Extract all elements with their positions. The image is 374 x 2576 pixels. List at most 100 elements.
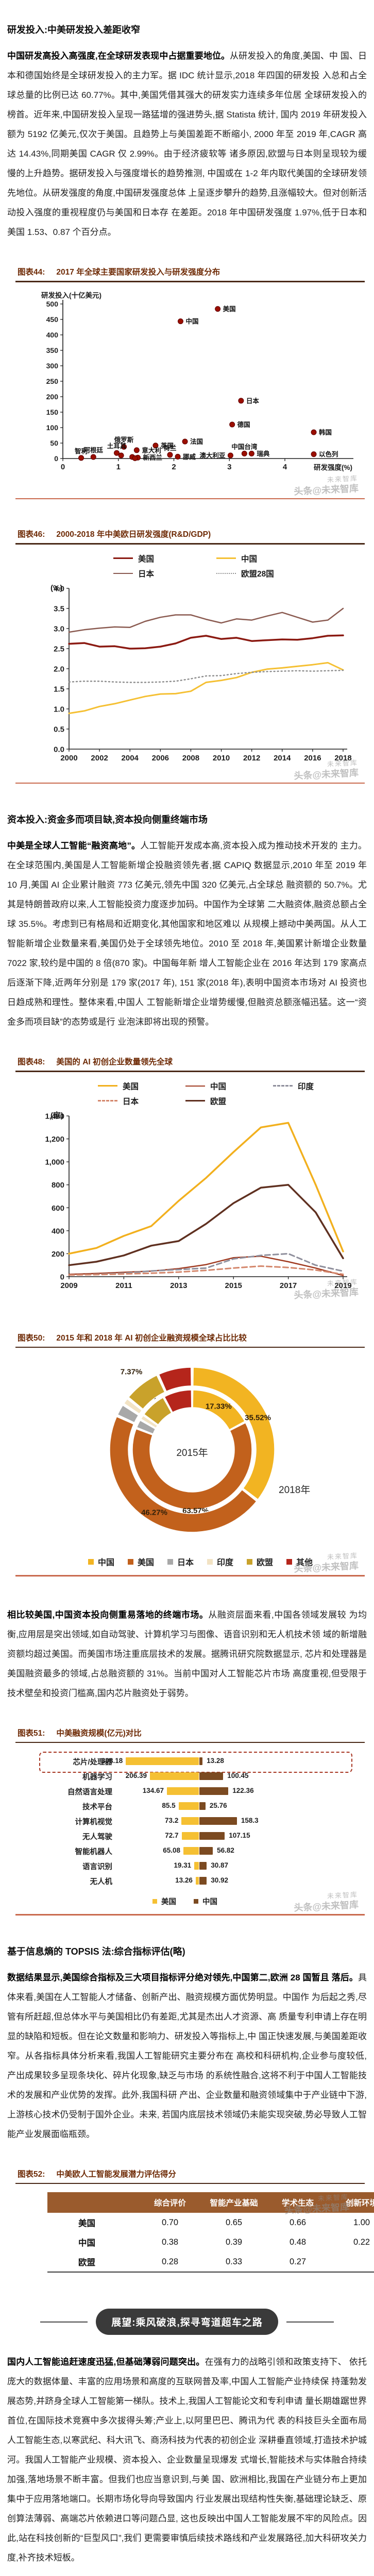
paragraph-outlook: 国内人工智能追赶速度迅猛,但基础薄弱问题突出。在强有力的战略引领和政策支持下、 …	[7, 2352, 367, 2568]
svg-text:350: 350	[46, 346, 59, 354]
legend-item: 中国	[185, 1080, 273, 1092]
chart-legend: 美国 中国 印度 日本 欧盟	[98, 1080, 365, 1107]
svg-text:瑞典: 瑞典	[257, 449, 270, 457]
svg-text:400: 400	[52, 1227, 64, 1235]
donut-legend: 中国 美国 日本 印度 欧盟 其他	[36, 1555, 365, 1568]
figure-46-label: 图表46:	[18, 530, 45, 539]
legend-item: 美国	[98, 1080, 185, 1092]
figure-46: 图表46: 2000-2018 年中美欧日研发强度(R&D/GDP) 美国 中国日…	[15, 528, 365, 784]
figure-48-label: 图表48:	[18, 1058, 45, 1066]
svg-text:新西兰: 新西兰	[143, 453, 162, 461]
figure-52-label: 图表52:	[18, 2170, 45, 2179]
figure-51: 图表51: 中美融资规模(亿元)对比 芯片/处理器 308.18 13.28 机器学习…	[15, 1727, 365, 1916]
figure-51-title: 中美融资规模(亿元)对比	[56, 1728, 142, 1738]
figure-rule	[15, 1346, 365, 1348]
svg-text:2009: 2009	[60, 1281, 77, 1290]
tornado-row: 语言识别 19.31 30.87	[82, 1861, 228, 1871]
tornado-row: 无人驾驶 72.7 107.15	[82, 1832, 250, 1841]
svg-text:50: 50	[50, 439, 58, 447]
figure-rule	[15, 1741, 365, 1743]
figure-rule	[15, 782, 365, 784]
line-chart-ai-startups: 美国 中国 印度 日本 欧盟 (家) 0 200 400 600 800 1,000 1,200 1,40…	[15, 1080, 365, 1303]
tornado-row: 无人机 13.26 30.92	[90, 1876, 229, 1886]
svg-text:1: 1	[116, 463, 121, 471]
svg-text:35.52%: 35.52%	[245, 1414, 271, 1422]
figure-rule	[15, 1575, 365, 1577]
legend-item: 日本	[98, 1095, 185, 1107]
svg-text:0: 0	[61, 463, 65, 471]
figure-46-title: 2000-2018 年中美欧日研发强度(R&D/GDP)	[56, 530, 211, 539]
scatter-chart-rd: 研发投入(十亿美元) 0 50 100 150 200 250 300 350 400 450 500…	[15, 291, 365, 491]
legend-item: 欧盟	[247, 1555, 273, 1568]
svg-text:2: 2	[172, 463, 176, 471]
paragraph-capital: 中美是全球人工智能“融资高地”。人工智能开发成本高,资本投入成为推动技术开发的 …	[7, 836, 367, 1032]
svg-text:2.0: 2.0	[54, 665, 64, 673]
svg-text:4: 4	[283, 463, 287, 471]
legend-item: 印度	[273, 1080, 350, 1092]
scatter-plot-canvas: 研发投入(十亿美元) 0 50 100 150 200 250 300 350 400 450 500…	[41, 291, 353, 471]
svg-text:600: 600	[52, 1204, 64, 1212]
svg-text:1,000: 1,000	[45, 1158, 64, 1166]
svg-text:300: 300	[46, 362, 59, 370]
svg-text:日本: 日本	[246, 397, 260, 404]
svg-text:2018: 2018	[334, 754, 351, 762]
figure-51-label: 图表51:	[18, 1728, 45, 1738]
banner-divider-right	[286, 2321, 334, 2323]
svg-text:挪威: 挪威	[183, 452, 196, 460]
paragraph-rd: 中国研发高投入高强度,在全球研发表现中占据重要地位。从研发投入的角度,美国、中 …	[7, 46, 367, 242]
svg-text:韩国: 韩国	[319, 428, 332, 436]
svg-text:17.33%: 17.33%	[206, 1402, 232, 1411]
tornado-row: 智能机器人 65.08 56.82	[75, 1846, 234, 1856]
svg-text:450: 450	[46, 315, 59, 324]
svg-text:1.5: 1.5	[54, 685, 64, 693]
svg-text:0: 0	[54, 454, 58, 463]
line-plot-canvas: (家) 0 200 400 600 800 1,000 1,200 1,400 2009 2011 2…	[45, 1111, 351, 1290]
paragraph-capital-lead: 中美是全球人工智能“融资高地”。	[7, 841, 141, 851]
svg-text:500: 500	[46, 300, 59, 308]
svg-text:3.0: 3.0	[54, 624, 64, 633]
figure-44-label: 图表44:	[18, 268, 45, 277]
svg-text:美国: 美国	[223, 305, 236, 313]
svg-text:智利: 智利	[74, 447, 88, 454]
tornado-canvas: 芯片/处理器 308.18 13.28 机器学习 206.39 100.45 自然语言处理 1…	[36, 1751, 355, 1907]
svg-text:以色列: 以色列	[319, 450, 338, 458]
svg-text:德国: 德国	[237, 420, 250, 428]
svg-text:400: 400	[46, 331, 59, 339]
figure-rule	[15, 498, 365, 499]
svg-text:7.37%: 7.37%	[121, 1367, 143, 1376]
svg-text:3: 3	[227, 463, 231, 471]
line-chart-rd-intensity: 美国 中国 日本 欧盟28国 (%) 0.0 0.5 1.0 1.5 2.0 2.5 3.0 3.5 4.…	[15, 553, 365, 775]
figure-rule	[15, 2182, 365, 2184]
figure-44-title: 2017 年全球主要国家研发投入与研发强度分布	[56, 268, 220, 277]
svg-text:0.0: 0.0	[54, 745, 64, 754]
legend-swatch	[113, 557, 133, 559]
figure-rule	[15, 1914, 365, 1916]
legend-item: 日本	[113, 568, 216, 579]
score-table: 综合评价 智能产业基础 学术生态 创新环境 美国 0.70 0.65 0.66 1.00 中国 0.…	[47, 2192, 374, 2273]
legend-swatch	[185, 1100, 205, 1101]
paragraph-topsis-body: 具体来看,美国在人工智能人才储备、创新产出、融资规模方面优势明显。中国作 为后起…	[7, 1972, 367, 2139]
paragraph-compare: 相比较美国,中国资本投向侧重易落地的终端市场。从融资层面来看,中国各领域发展较 …	[7, 1605, 367, 1703]
tornado-row: 芯片/处理器 308.18 13.28	[36, 1752, 355, 1773]
paragraph-rd-lead: 中国研发高投入高强度,在全球研发表现中占据重要地位。	[7, 51, 230, 61]
section-heading-topsis: 基于信息熵的 TOPSIS 法:综合指标评估(略)	[7, 1946, 185, 1957]
figure-rule	[15, 1071, 365, 1072]
svg-text:150: 150	[46, 408, 59, 416]
donut-chart-funding-share: 17.33%63.57%7.21%35.52%46.27%7.37%2015年2…	[15, 1356, 365, 1568]
svg-text:英国: 英国	[161, 442, 174, 449]
figure-rule	[15, 543, 365, 545]
figure-48: 图表48: 美国的 AI 初创企业数量领先全球 美国 中国 印度 日本 欧盟 (家) 0 20…	[15, 1056, 365, 1303]
svg-text:2017: 2017	[280, 1281, 297, 1290]
svg-text:2014: 2014	[274, 754, 291, 762]
svg-text:0.5: 0.5	[54, 725, 64, 734]
svg-text:2.5: 2.5	[54, 645, 64, 653]
svg-text:土耳其: 土耳其	[107, 442, 127, 450]
tornado-row: 自然语言处理 134.67 122.36	[67, 1787, 254, 1797]
figure-50-label: 图表50:	[18, 1333, 45, 1343]
svg-text:1,400: 1,400	[45, 1112, 64, 1121]
svg-text:2002: 2002	[91, 754, 108, 762]
svg-text:4.0: 4.0	[54, 584, 64, 593]
chart-legend: 美国 中国 日本 欧盟28国	[113, 553, 365, 579]
svg-text:2011: 2011	[115, 1281, 132, 1290]
svg-text:2012: 2012	[243, 754, 260, 762]
